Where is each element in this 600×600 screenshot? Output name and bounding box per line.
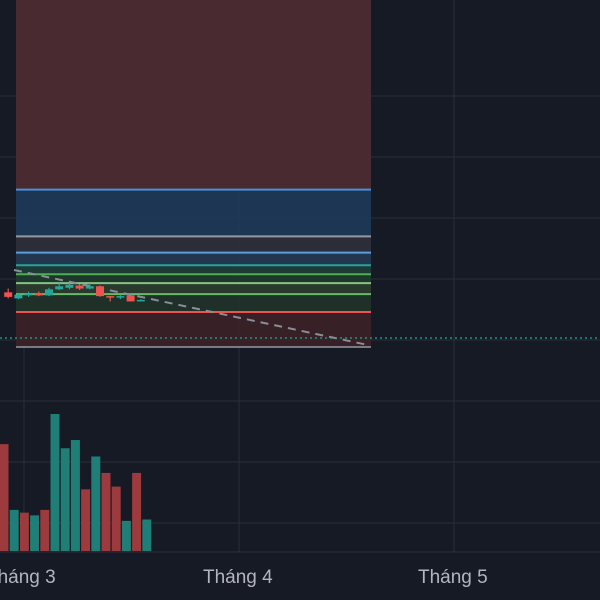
fib-zone: [16, 189, 371, 237]
volume-bar: [101, 472, 111, 551]
fib-zone: [16, 312, 371, 347]
volume-bar: [50, 414, 60, 551]
x-tick-label: Tháng 4: [203, 567, 273, 588]
volume-bar: [9, 509, 19, 551]
candle-body: [85, 286, 94, 289]
volume-bar: [60, 448, 70, 551]
trend-projection: [0, 269, 600, 346]
candle-body: [96, 286, 104, 297]
fib-zone: [16, 294, 371, 312]
candle-body: [45, 289, 53, 296]
fib-zone: [16, 265, 371, 275]
time-axis: Tháng 3 Tháng 4 Tháng 5: [0, 567, 488, 588]
candle-body: [65, 284, 74, 288]
candle-body: [4, 292, 13, 297]
volume-bar: [91, 456, 101, 551]
x-tick-label: Tháng 3: [0, 567, 56, 588]
candle-body: [126, 295, 135, 302]
candle-body: [116, 296, 125, 298]
candle-body: [136, 299, 145, 302]
volume-bar: [30, 515, 40, 551]
volume-bar: [111, 486, 121, 551]
volume-bars: [0, 414, 152, 551]
volume-bar: [132, 472, 142, 551]
fibonacci-extension-tool[interactable]: [16, 0, 371, 348]
candle-body: [75, 285, 84, 289]
x-tick-label: Tháng 5: [418, 567, 488, 588]
volume-bar: [81, 489, 91, 551]
fib-zone: [16, 283, 371, 295]
projection-line: [13, 269, 369, 346]
candle-body: [106, 296, 115, 298]
candle-body: [14, 294, 23, 299]
fib-zone: [16, 0, 371, 190]
price-candles: [4, 283, 145, 302]
candle-body: [24, 293, 33, 296]
volume-bar: [121, 520, 131, 551]
candle-body: [34, 293, 43, 296]
volume-bar: [70, 440, 80, 551]
volume-bar: [0, 444, 9, 551]
volume-bar: [142, 519, 152, 551]
fib-zone: [16, 252, 371, 266]
volume-bar: [19, 512, 29, 551]
fib-zone: [16, 236, 371, 253]
candle-body: [55, 286, 64, 290]
volume-bar: [40, 509, 50, 551]
fib-zone: [16, 274, 371, 284]
